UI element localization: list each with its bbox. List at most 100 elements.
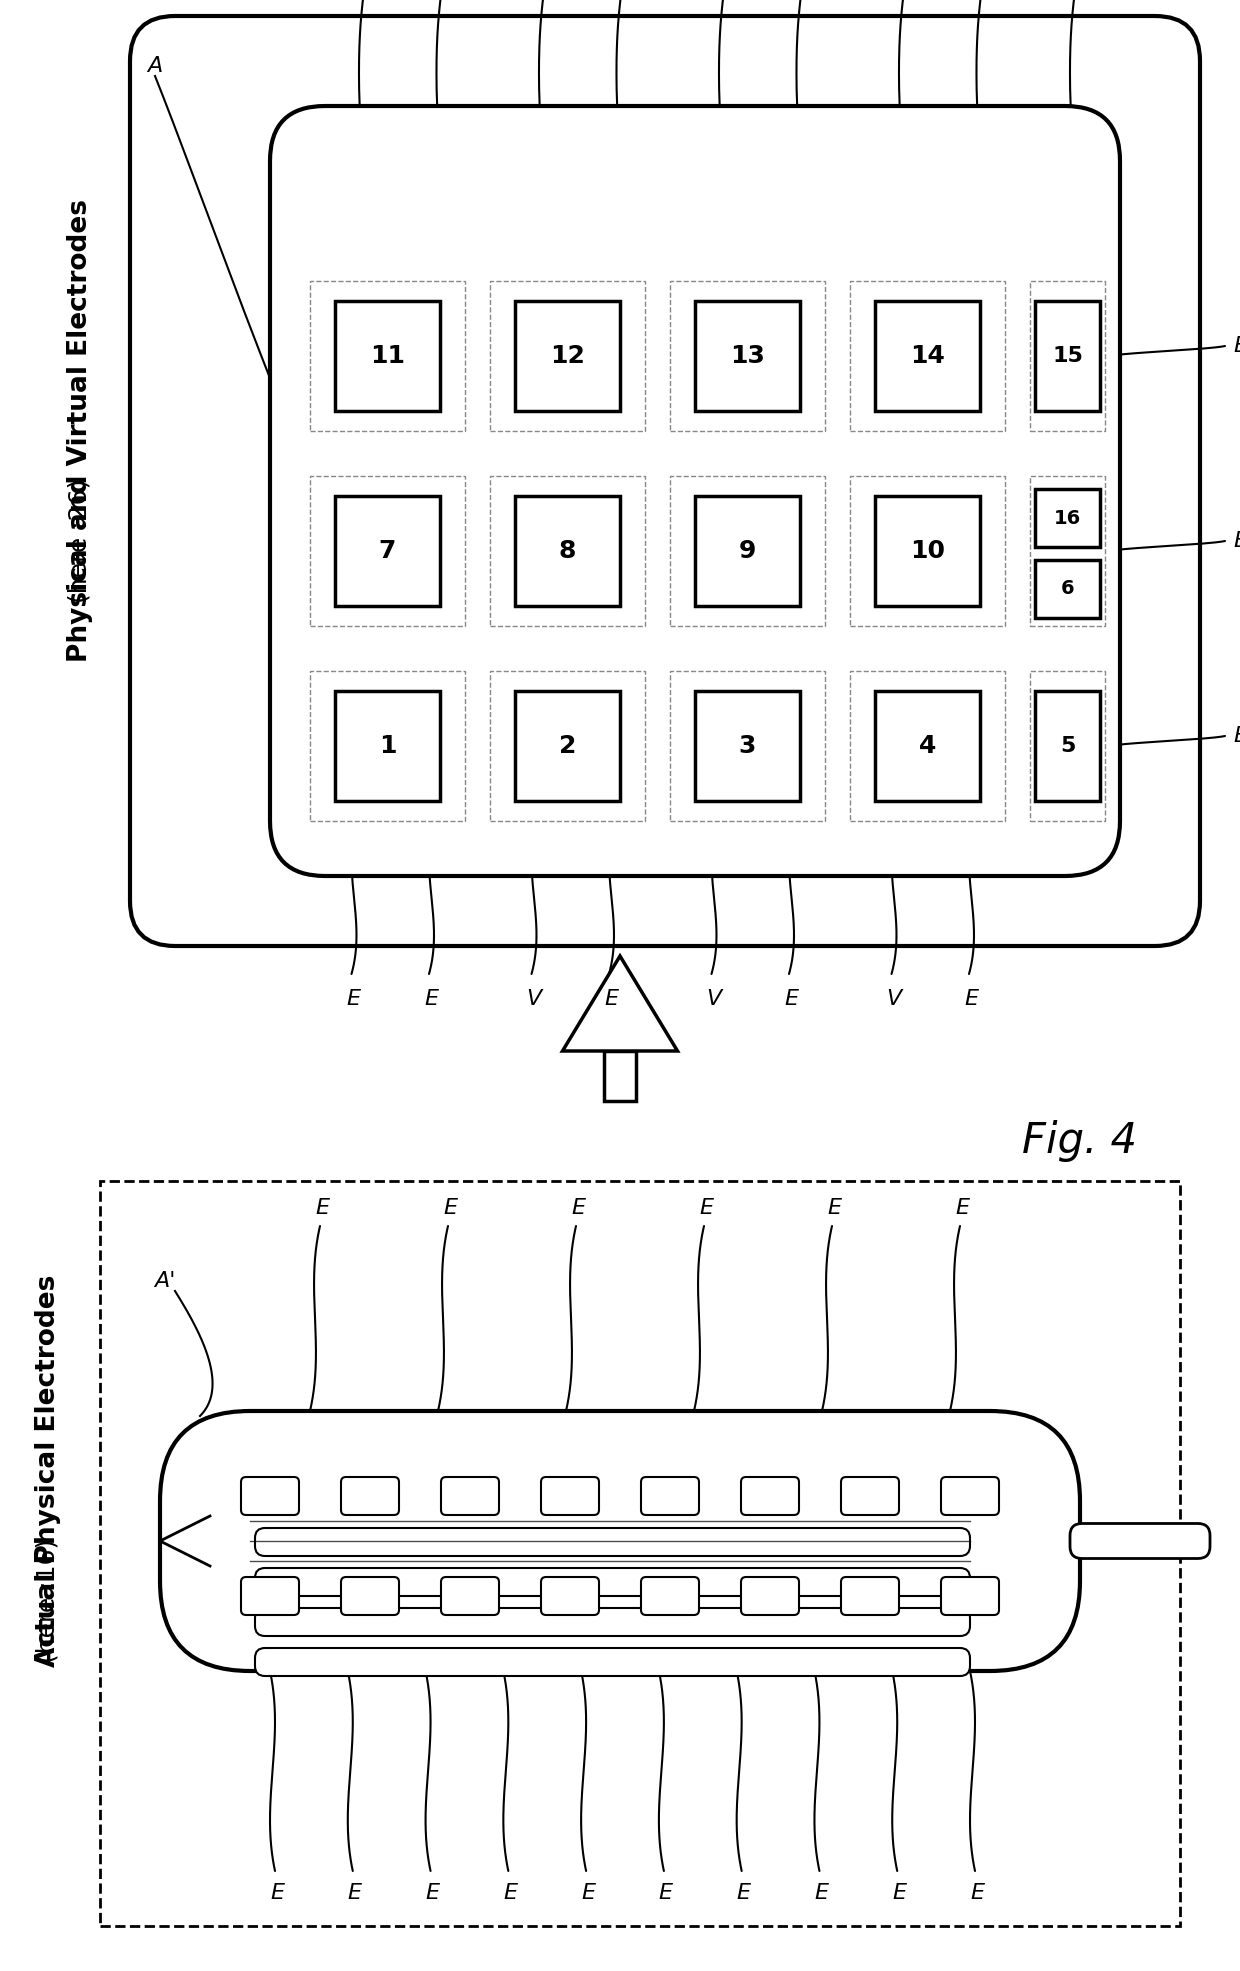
Text: E: E: [503, 1882, 517, 1902]
Bar: [515, 302, 620, 412]
Text: Physical and Virtual Electrodes: Physical and Virtual Electrodes: [67, 199, 93, 662]
Bar: [1030, 670, 1105, 822]
Bar: [670, 282, 825, 432]
Bar: [670, 477, 825, 627]
FancyBboxPatch shape: [941, 1476, 999, 1516]
FancyBboxPatch shape: [341, 1577, 399, 1614]
Text: E: E: [582, 1882, 595, 1902]
Text: Actual Physical Electrodes: Actual Physical Electrodes: [35, 1275, 61, 1667]
Text: E: E: [893, 1882, 906, 1902]
Text: A: A: [148, 55, 162, 77]
Polygon shape: [160, 1516, 210, 1567]
Text: V: V: [706, 989, 722, 1009]
Text: 16: 16: [1054, 509, 1081, 528]
Bar: [335, 497, 440, 605]
Bar: [490, 282, 645, 432]
Bar: [694, 497, 800, 605]
FancyBboxPatch shape: [541, 1577, 599, 1614]
Bar: [849, 670, 1004, 822]
Text: 13: 13: [730, 345, 765, 369]
Text: E: E: [815, 1882, 828, 1902]
Text: E: E: [970, 1882, 985, 1902]
FancyBboxPatch shape: [270, 106, 1120, 875]
Bar: [875, 692, 980, 800]
Text: (here :26): (here :26): [68, 479, 92, 603]
Text: 2: 2: [559, 733, 577, 759]
Text: 9: 9: [739, 538, 756, 564]
Text: E: E: [784, 989, 799, 1009]
Text: E: E: [347, 1882, 362, 1902]
FancyBboxPatch shape: [255, 1569, 970, 1597]
Text: 10: 10: [910, 538, 945, 564]
Text: E: E: [270, 1882, 284, 1902]
Text: Fig. 4: Fig. 4: [1023, 1120, 1137, 1163]
Text: 14: 14: [910, 345, 945, 369]
Text: 8: 8: [559, 538, 577, 564]
Text: A': A': [154, 1271, 176, 1291]
Bar: [670, 670, 825, 822]
Bar: [694, 692, 800, 800]
FancyBboxPatch shape: [255, 1648, 970, 1675]
Text: E: E: [424, 989, 438, 1009]
Bar: [1030, 282, 1105, 432]
Bar: [335, 302, 440, 412]
Bar: [849, 477, 1004, 627]
Text: E: E: [604, 989, 618, 1009]
Text: 6: 6: [1060, 579, 1074, 597]
Bar: [490, 477, 645, 627]
Text: 12: 12: [551, 345, 585, 369]
FancyBboxPatch shape: [941, 1577, 999, 1614]
Bar: [875, 497, 980, 605]
Polygon shape: [563, 956, 677, 1051]
Text: E: E: [346, 989, 361, 1009]
Text: 11: 11: [370, 345, 405, 369]
FancyBboxPatch shape: [441, 1577, 498, 1614]
Text: E: E: [963, 989, 978, 1009]
FancyBboxPatch shape: [160, 1411, 1080, 1671]
FancyBboxPatch shape: [255, 1608, 970, 1636]
FancyBboxPatch shape: [541, 1476, 599, 1516]
Bar: [310, 670, 465, 822]
Text: 15: 15: [1052, 347, 1083, 367]
FancyBboxPatch shape: [241, 1476, 299, 1516]
Bar: [875, 302, 980, 412]
Bar: [490, 670, 645, 822]
FancyBboxPatch shape: [641, 1476, 699, 1516]
Text: E: E: [699, 1198, 713, 1218]
Text: E: E: [570, 1198, 585, 1218]
Text: 1: 1: [378, 733, 397, 759]
Bar: [515, 692, 620, 800]
FancyBboxPatch shape: [1070, 1524, 1210, 1559]
FancyBboxPatch shape: [130, 16, 1200, 946]
FancyBboxPatch shape: [742, 1577, 799, 1614]
Bar: [1035, 692, 1100, 800]
Text: E: E: [827, 1198, 841, 1218]
Text: (here :16): (here :16): [36, 1539, 60, 1664]
Bar: [1030, 477, 1105, 627]
Text: E: E: [955, 1198, 968, 1218]
FancyBboxPatch shape: [241, 1577, 299, 1614]
Bar: [694, 302, 800, 412]
Text: E: E: [1233, 335, 1240, 357]
Text: E: E: [443, 1198, 458, 1218]
FancyBboxPatch shape: [341, 1476, 399, 1516]
FancyBboxPatch shape: [742, 1476, 799, 1516]
Text: E: E: [1233, 530, 1240, 552]
Text: V: V: [885, 989, 901, 1009]
Text: E: E: [315, 1198, 329, 1218]
Bar: [1035, 560, 1100, 617]
Bar: [604, 1051, 636, 1102]
Bar: [515, 497, 620, 605]
Text: E: E: [737, 1882, 750, 1902]
Text: 3: 3: [739, 733, 756, 759]
Text: V: V: [526, 989, 541, 1009]
Text: E: E: [658, 1882, 673, 1902]
FancyBboxPatch shape: [441, 1476, 498, 1516]
Bar: [335, 692, 440, 800]
Text: E: E: [1233, 725, 1240, 745]
FancyBboxPatch shape: [841, 1577, 899, 1614]
Bar: [310, 282, 465, 432]
Bar: [1035, 489, 1100, 548]
Bar: [310, 477, 465, 627]
Text: E: E: [425, 1882, 439, 1902]
